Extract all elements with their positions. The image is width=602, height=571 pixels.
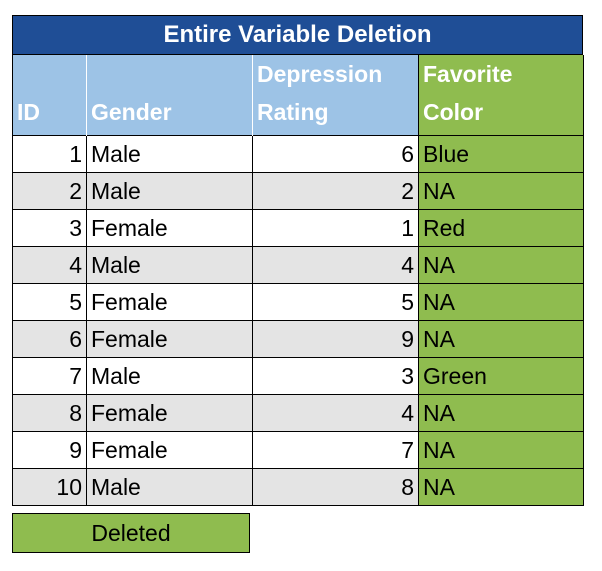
cell-rating: 4 [252, 394, 419, 432]
cell-color: NA [418, 320, 584, 358]
cell-id: 6 [12, 320, 87, 358]
table-row: 4 Male 4 NA [12, 246, 584, 284]
cell-color: NA [418, 283, 584, 321]
cell-gender: Female [86, 431, 253, 469]
cell-rating: 5 [252, 283, 419, 321]
table-row: 9 Female 7 NA [12, 431, 584, 469]
cell-gender: Female [86, 320, 253, 358]
cell-gender: Male [86, 468, 253, 506]
table-row: 8 Female 4 NA [12, 394, 584, 432]
header-gender: Gender [86, 55, 253, 136]
table-row: 5 Female 5 NA [12, 283, 584, 321]
cell-rating: 3 [252, 357, 419, 395]
cell-gender: Male [86, 135, 253, 173]
cell-color: Blue [418, 135, 584, 173]
cell-id: 5 [12, 283, 87, 321]
table-row: 1 Male 6 Blue [12, 135, 584, 173]
table-row: 10 Male 8 NA [12, 468, 584, 506]
header-row: ID Gender Depression Rating Favorite Color [12, 55, 584, 136]
cell-color: Red [418, 209, 584, 247]
cell-id: 9 [12, 431, 87, 469]
cell-rating: 6 [252, 135, 419, 173]
cell-color: NA [418, 172, 584, 210]
table-row: 3 Female 1 Red [12, 209, 584, 247]
header-favorite-color: Favorite Color [418, 55, 584, 136]
cell-gender: Male [86, 172, 253, 210]
cell-gender: Male [86, 357, 253, 395]
header-depression-rating: Depression Rating [252, 55, 419, 136]
cell-id: 8 [12, 394, 87, 432]
table-row: 6 Female 9 NA [12, 320, 584, 358]
cell-color: NA [418, 246, 584, 284]
data-table: ID Gender Depression Rating Favorite Color… [12, 55, 584, 506]
cell-rating: 9 [252, 320, 419, 358]
cell-color: NA [418, 468, 584, 506]
cell-id: 4 [12, 246, 87, 284]
cell-rating: 7 [252, 431, 419, 469]
cell-gender: Female [86, 209, 253, 247]
table-row: 7 Male 3 Green [12, 357, 584, 395]
cell-gender: Male [86, 246, 253, 284]
cell-id: 7 [12, 357, 87, 395]
cell-rating: 1 [252, 209, 419, 247]
cell-color: NA [418, 394, 584, 432]
cell-gender: Female [86, 283, 253, 321]
table-row: 2 Male 2 NA [12, 172, 584, 210]
header-id: ID [12, 55, 87, 136]
cell-rating: 4 [252, 246, 419, 284]
cell-rating: 2 [252, 172, 419, 210]
cell-gender: Female [86, 394, 253, 432]
data-sheet: Entire Variable Deletion ID Gender Depre… [12, 15, 584, 553]
cell-id: 1 [12, 135, 87, 173]
cell-id: 10 [12, 468, 87, 506]
cell-rating: 8 [252, 468, 419, 506]
cell-color: Green [418, 357, 584, 395]
cell-color: NA [418, 431, 584, 469]
deleted-legend: Deleted [12, 513, 250, 553]
cell-id: 3 [12, 209, 87, 247]
cell-id: 2 [12, 172, 87, 210]
table-title: Entire Variable Deletion [12, 15, 583, 55]
